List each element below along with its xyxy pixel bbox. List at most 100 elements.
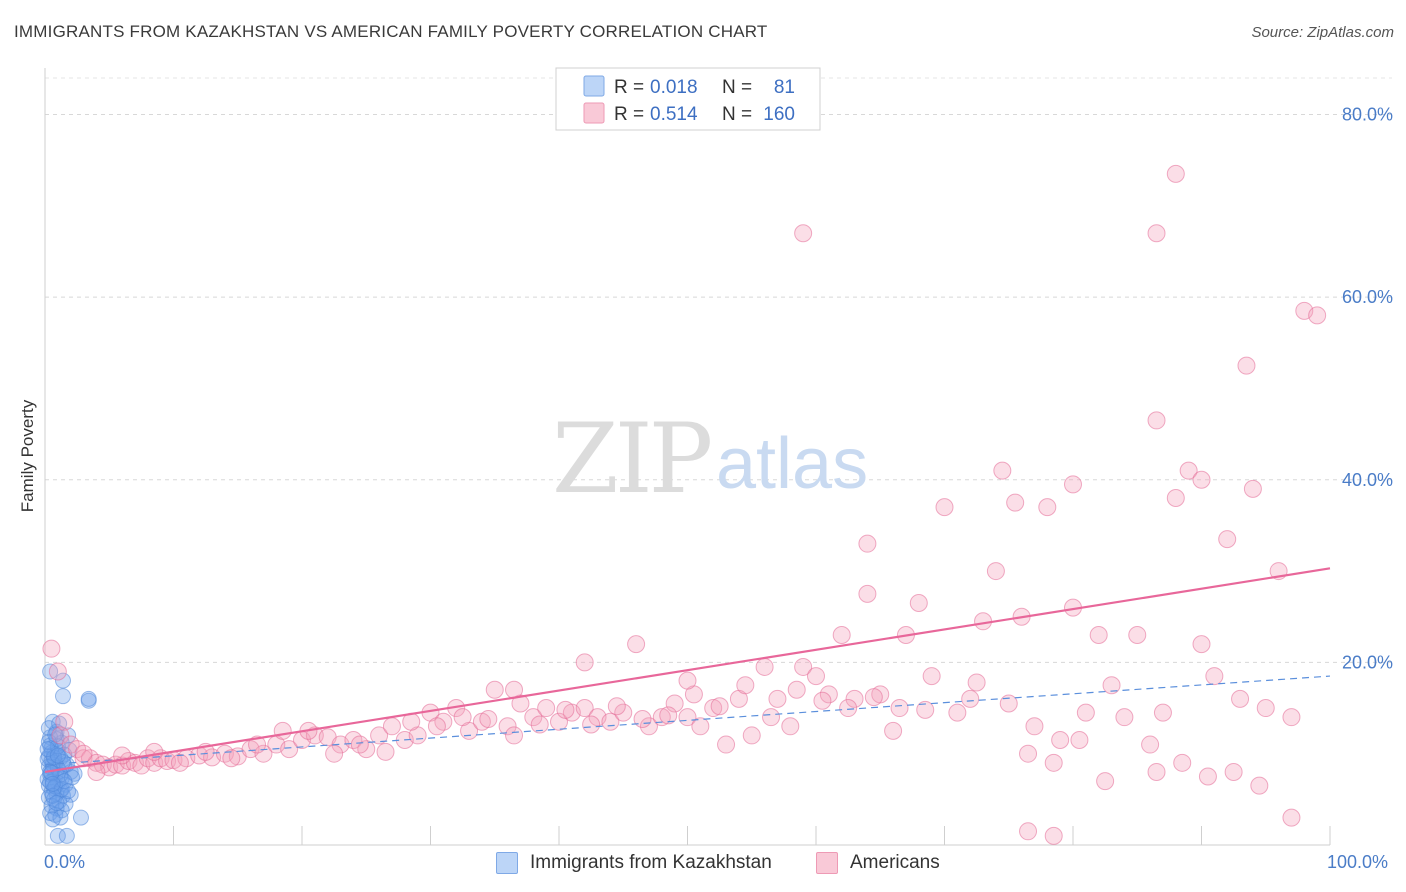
- point-americans-146: [736, 676, 755, 695]
- point-americans-110: [1147, 224, 1166, 243]
- point-americans-88: [1038, 498, 1057, 517]
- watermark-atlas: atlas: [716, 424, 868, 504]
- point-americans-82: [961, 689, 980, 708]
- point-americans-127: [248, 735, 267, 754]
- y-tick-label-0: 20.0%: [1342, 652, 1393, 672]
- point-americans-89: [1051, 730, 1070, 749]
- point-americans-93: [1102, 676, 1121, 695]
- point-americans-41: [434, 712, 453, 731]
- point-americans-169: [678, 671, 697, 690]
- point-americans-27: [254, 744, 273, 763]
- point-americans-52: [575, 699, 594, 718]
- point-americans-148: [787, 680, 806, 699]
- point-americans-68: [781, 717, 800, 736]
- point-americans-109: [1308, 306, 1327, 325]
- point-americans-36: [370, 726, 389, 745]
- point-americans-166: [1044, 826, 1063, 845]
- point-americans-104: [1243, 479, 1262, 498]
- point-americans-119: [858, 534, 877, 553]
- legend-n-value-0: 81: [774, 77, 795, 98]
- legend-n-label-1: N =: [722, 104, 752, 125]
- x-tick-label-max: 100.0%: [1327, 852, 1389, 872]
- point-americans-151: [864, 688, 883, 707]
- point-americans-165: [1019, 822, 1038, 841]
- point-americans-98: [1166, 489, 1185, 508]
- y-tick-label-1: 40.0%: [1342, 470, 1393, 490]
- legend-swatch-0: [583, 75, 605, 97]
- point-americans-100: [1192, 635, 1211, 654]
- point-americans-49: [537, 699, 556, 718]
- point-americans-96: [1141, 735, 1160, 754]
- legend-n-label-0: N =: [722, 77, 752, 98]
- point-americans-66: [755, 657, 774, 676]
- point-americans-78: [909, 594, 928, 613]
- point-americans-131: [350, 735, 369, 754]
- point-americans-150: [839, 699, 858, 718]
- point-americans-103: [1231, 689, 1250, 708]
- legend-r-label-0: R =: [614, 77, 644, 98]
- point-americans-156: [1044, 753, 1063, 772]
- point-americans-149: [813, 691, 832, 710]
- point-kazakhstan-70: [44, 787, 61, 804]
- point-americans-121: [87, 762, 106, 781]
- legend-item-americans[interactable]: Americans: [816, 852, 940, 874]
- watermark-zip: ZIP: [552, 403, 711, 515]
- point-americans-57: [639, 717, 658, 736]
- y-tick-label-2: 60.0%: [1342, 287, 1393, 307]
- legend-r-value-1: 0.514: [650, 104, 698, 125]
- point-americans-102: [1218, 530, 1237, 549]
- point-americans-5: [68, 740, 87, 759]
- point-americans-114: [1192, 470, 1211, 489]
- point-americans-72: [832, 625, 851, 644]
- point-americans-120: [74, 744, 93, 763]
- point-kazakhstan-50: [49, 827, 66, 844]
- point-kazakhstan-2: [54, 688, 71, 705]
- point-americans-73: [845, 689, 864, 708]
- point-kazakhstan-4: [80, 690, 97, 707]
- trend-lines: [44, 567, 1331, 774]
- point-americans-99: [1179, 461, 1198, 480]
- point-americans-0: [42, 639, 61, 658]
- point-americans-95: [1128, 625, 1147, 644]
- point-americans-130: [325, 744, 344, 763]
- legend-label-americans: Americans: [850, 852, 940, 873]
- point-americans-2: [55, 712, 74, 731]
- point-americans-69: [794, 657, 813, 676]
- point-americans-3: [51, 726, 70, 745]
- point-americans-85: [999, 694, 1018, 713]
- point-americans-74: [858, 584, 877, 603]
- point-americans-70: [807, 667, 825, 686]
- legend-r-label-1: R =: [614, 104, 644, 125]
- point-americans-80: [935, 498, 954, 517]
- y-tick-labels: 20.0% 40.0% 60.0% 80.0%: [1342, 105, 1393, 673]
- point-americans-142: [633, 709, 652, 728]
- point-americans-46: [498, 717, 517, 736]
- point-americans-117: [1006, 493, 1025, 512]
- point-americans-158: [1096, 772, 1115, 791]
- y-tick-label-3: 80.0%: [1342, 105, 1393, 125]
- point-americans-160: [1173, 753, 1192, 772]
- watermark: ZIP atlas: [552, 403, 868, 515]
- point-americans-37: [382, 717, 401, 736]
- top-legend: R = 0.018 N = 81 R = 0.514 N = 160: [555, 67, 821, 131]
- point-americans-115: [794, 224, 813, 243]
- legend-item-kazakhstan[interactable]: Immigrants from Kazakhstan: [496, 852, 772, 874]
- point-americans-76: [884, 721, 903, 740]
- trend-line-kazakhstan: [44, 675, 1331, 766]
- gridlines: [45, 77, 1392, 663]
- point-americans-136: [479, 709, 498, 728]
- point-kazakhstan-71: [48, 794, 65, 811]
- legend-swatch-pink: [816, 852, 838, 874]
- legend-swatch-blue: [496, 852, 518, 874]
- point-americans-128: [273, 721, 292, 740]
- legend-label-kazakhstan: Immigrants from Kazakhstan: [530, 852, 772, 873]
- chart-title: IMMIGRANTS FROM KAZAKHSTAN VS AMERICAN F…: [14, 22, 768, 41]
- point-americans-154: [967, 673, 986, 692]
- point-americans-81: [948, 703, 967, 722]
- point-americans-124: [170, 753, 189, 772]
- point-americans-162: [1224, 762, 1243, 781]
- point-americans-62: [704, 699, 723, 718]
- point-americans-92: [1089, 625, 1108, 644]
- axes: [44, 68, 1331, 846]
